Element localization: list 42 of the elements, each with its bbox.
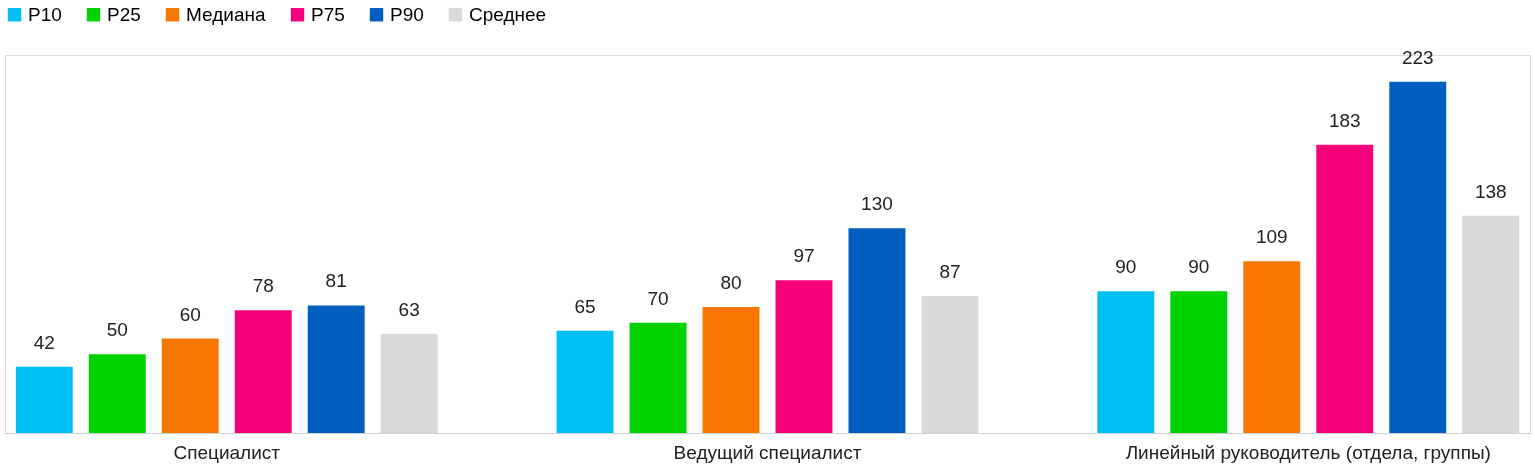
data-label: 138: [1474, 180, 1507, 202]
data-label: 87: [939, 260, 961, 282]
bar: [1170, 291, 1228, 433]
data-label: 78: [252, 275, 274, 297]
data-label: 70: [647, 287, 669, 309]
data-label: 90: [1115, 256, 1137, 278]
data-label: 223: [1401, 46, 1434, 68]
data-label: 50: [106, 319, 128, 341]
bar: [1316, 144, 1374, 433]
bar: [775, 280, 833, 433]
legend-label: Среднее: [469, 3, 547, 25]
legend-label: Медиана: [186, 3, 266, 25]
data-label: 60: [179, 303, 201, 325]
bar: [307, 305, 365, 433]
data-label: 97: [793, 245, 815, 267]
data-label: 81: [325, 270, 347, 292]
bar: [1389, 81, 1447, 433]
bar: [702, 307, 760, 433]
data-label: 42: [33, 331, 55, 353]
data-label: 130: [861, 193, 893, 215]
bar: [15, 366, 73, 433]
data-label: 90: [1188, 256, 1210, 278]
bar: [848, 228, 906, 433]
x-tick-label: Линейный руководитель (отдела, группы): [1125, 441, 1491, 463]
data-label: 63: [398, 298, 420, 320]
x-tick-label: Специалист: [173, 441, 281, 463]
bar: [161, 338, 219, 433]
data-label: 109: [1255, 226, 1288, 248]
data-label: 80: [720, 272, 742, 293]
bar: [88, 354, 146, 433]
legend-label: P75: [311, 3, 345, 25]
legend-label: P25: [107, 3, 141, 25]
bar: [629, 322, 687, 433]
bar: [1243, 261, 1301, 433]
bar: [1097, 291, 1155, 433]
x-tick-label: Ведущий специалист: [673, 441, 862, 463]
legend-label: P90: [390, 3, 424, 25]
bar: [556, 330, 614, 433]
bar: [234, 310, 292, 433]
data-label: 65: [574, 295, 596, 317]
legend-label: P10: [28, 3, 62, 25]
data-label: 183: [1328, 109, 1361, 131]
